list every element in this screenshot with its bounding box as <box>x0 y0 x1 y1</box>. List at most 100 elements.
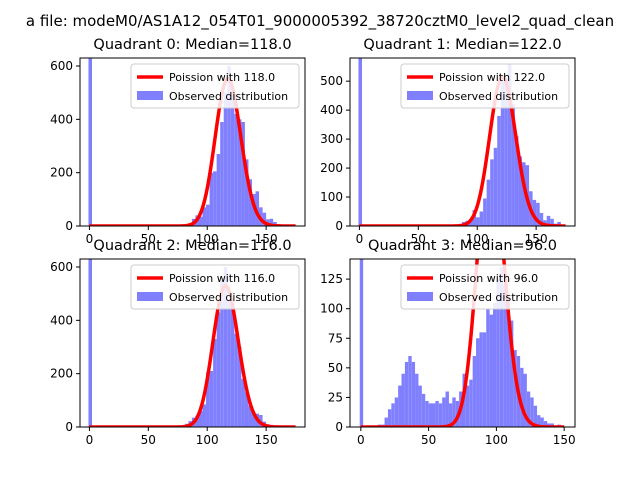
histogram-bar <box>438 403 443 427</box>
axes-frame <box>79 258 306 428</box>
histogram-bar <box>490 159 494 226</box>
legend-entry: Observed distribution <box>439 291 558 304</box>
histogram-bar <box>230 95 235 226</box>
histogram-bar <box>234 114 238 226</box>
y-tick-label: 100 <box>320 190 343 204</box>
x-tick-label: 0 <box>356 232 364 246</box>
axes-frame <box>349 57 576 227</box>
histogram-bar <box>216 312 221 427</box>
histogram-bar <box>509 320 514 427</box>
legend-entry: Poission with 118.0 <box>169 71 275 84</box>
histogram-bar <box>492 302 497 427</box>
histogram-bar <box>223 267 228 427</box>
legend-entry: Observed distribution <box>439 90 558 103</box>
axes-frame <box>349 258 576 428</box>
poisson-line <box>88 77 297 226</box>
histogram-bar <box>543 421 548 427</box>
histogram-bar <box>497 115 501 226</box>
histogram-bar <box>557 221 561 226</box>
y-tick-label: 125 <box>320 272 343 286</box>
histogram-bar <box>550 423 554 427</box>
chart-title: Quadrant 1: Median=122.0 <box>363 37 561 53</box>
histogram-bar <box>530 397 534 427</box>
histogram-bar <box>198 216 203 226</box>
histogram-bar <box>206 372 210 427</box>
y-tick-label: 0 <box>65 420 73 434</box>
chart-panel-1: 0 50 100 150 0 100 200 300 400 500 Quadrant 1: Med… <box>320 37 576 246</box>
y-tick-label: 400 <box>50 112 73 126</box>
chart-title: Quadrant 0: Median=118.0 <box>93 37 291 53</box>
x-tick-label: 0 <box>86 232 94 246</box>
x-tick-label: 50 <box>411 232 426 246</box>
x-tick-label: 100 <box>196 232 219 246</box>
histogram-bar <box>198 411 203 427</box>
legend-entry: Observed distribution <box>169 291 288 304</box>
y-tick-label: 75 <box>328 331 343 345</box>
plot-area <box>88 259 297 427</box>
y-tick-label: 400 <box>50 313 73 327</box>
histogram-bar <box>387 409 392 427</box>
x-tick-label: 0 <box>357 433 365 447</box>
histogram-bar <box>227 66 231 226</box>
histogram-bar <box>220 122 224 226</box>
histogram-bar <box>540 417 544 427</box>
histogram-bar <box>359 259 364 427</box>
histogram-bar <box>493 147 498 226</box>
histogram-bar <box>513 350 517 427</box>
histogram-bar <box>504 78 508 226</box>
y-tick-label: 0 <box>65 219 73 233</box>
legend-box <box>130 264 300 310</box>
histogram-bar <box>411 361 416 427</box>
histogram-bar <box>520 367 524 427</box>
histogram-bar <box>550 218 554 226</box>
legend-box <box>130 63 300 109</box>
histogram-bar <box>209 172 214 226</box>
histogram-bar <box>452 397 456 427</box>
histogram-bar <box>248 405 252 427</box>
legend-patch-swatch <box>137 292 163 301</box>
histogram-bar <box>537 415 541 427</box>
histogram-bar <box>533 405 538 427</box>
histogram-bar <box>241 122 245 226</box>
histogram-bar <box>398 385 402 427</box>
x-tick-label: 50 <box>141 232 156 246</box>
histogram-bar <box>408 356 412 427</box>
histogram-bar <box>486 179 491 226</box>
histogram-bar <box>536 202 540 226</box>
x-tick-label: 100 <box>485 433 508 447</box>
y-tick-label: 0 <box>335 420 343 434</box>
y-tick-label: 200 <box>50 166 73 180</box>
poisson-line <box>88 284 297 427</box>
histogram-bar <box>391 403 395 427</box>
histogram-bar <box>195 415 199 427</box>
histogram-bar <box>237 347 242 427</box>
x-tick-label: 0 <box>86 433 94 447</box>
histogram-bar <box>223 92 228 226</box>
histogram-bar <box>230 301 235 427</box>
y-tick-label: 600 <box>50 59 73 73</box>
legend-entry: Poission with 96.0 <box>439 272 538 285</box>
figure-suptitle: a file: modeM0/AS1A12_054T01_9000005392_… <box>26 12 614 31</box>
histogram-bar <box>476 338 480 427</box>
histogram-bar <box>401 373 405 427</box>
histogram-bar <box>251 194 256 226</box>
histogram-bar <box>216 154 221 226</box>
plot-area <box>88 58 297 226</box>
histogram-bar <box>506 296 510 427</box>
x-tick-label: 150 <box>255 232 278 246</box>
histogram-bar <box>244 159 249 226</box>
histogram-bar <box>269 218 274 226</box>
histogram-bar <box>209 371 214 427</box>
axes-frame <box>79 57 306 227</box>
histogram-bar <box>435 400 439 427</box>
histogram-bar <box>539 212 544 226</box>
x-tick-label: 150 <box>553 433 576 447</box>
histogram-bar <box>241 379 245 427</box>
histogram-bar <box>479 211 484 226</box>
histogram-bar <box>213 339 217 427</box>
histogram-bar <box>415 373 419 427</box>
histogram-bar <box>213 171 217 226</box>
plot-area <box>359 259 565 427</box>
histogram-bar <box>425 400 429 427</box>
